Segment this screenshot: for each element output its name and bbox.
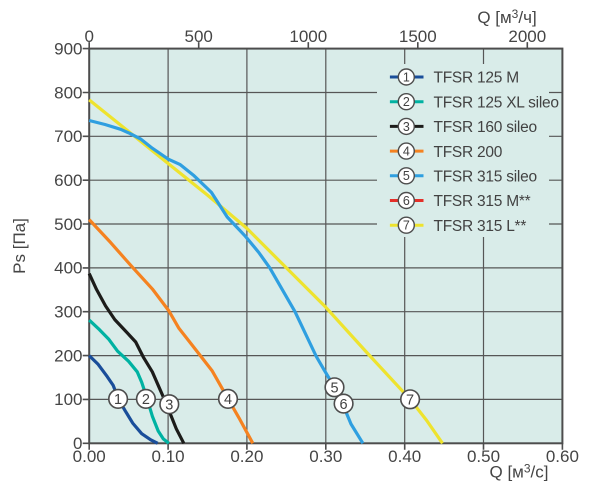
svg-text:5: 5 xyxy=(330,381,338,397)
svg-text:Q [м3/ч]: Q [м3/ч] xyxy=(477,7,536,27)
svg-text:TFSR 315 M**: TFSR 315 M** xyxy=(434,193,531,210)
svg-text:800: 800 xyxy=(54,83,82,102)
svg-text:TFSR 125 M: TFSR 125 M xyxy=(434,70,519,87)
svg-text:5: 5 xyxy=(403,169,410,183)
svg-text:0.00: 0.00 xyxy=(73,447,106,466)
svg-text:1000: 1000 xyxy=(289,27,327,46)
svg-text:3: 3 xyxy=(165,397,173,413)
svg-text:2: 2 xyxy=(142,392,150,408)
svg-text:TFSR 315 L**: TFSR 315 L** xyxy=(434,218,527,235)
svg-text:TFSR 200: TFSR 200 xyxy=(434,144,503,161)
svg-text:400: 400 xyxy=(54,259,82,278)
svg-text:4: 4 xyxy=(224,392,232,408)
svg-text:Ps [Па]: Ps [Па] xyxy=(10,218,29,274)
svg-text:6: 6 xyxy=(340,397,348,413)
svg-text:0.20: 0.20 xyxy=(230,447,263,466)
svg-text:900: 900 xyxy=(54,39,82,58)
svg-text:200: 200 xyxy=(54,346,82,365)
svg-text:2000: 2000 xyxy=(508,27,546,46)
svg-text:0: 0 xyxy=(73,434,82,453)
svg-text:500: 500 xyxy=(54,215,82,234)
svg-text:0.30: 0.30 xyxy=(309,447,342,466)
svg-text:6: 6 xyxy=(403,194,410,208)
svg-text:7: 7 xyxy=(406,393,414,409)
svg-text:600: 600 xyxy=(54,171,82,190)
svg-text:7: 7 xyxy=(403,219,410,233)
svg-text:2: 2 xyxy=(403,95,410,109)
svg-text:3: 3 xyxy=(403,120,410,134)
svg-text:700: 700 xyxy=(54,127,82,146)
svg-text:500: 500 xyxy=(185,27,213,46)
svg-text:0.50: 0.50 xyxy=(467,447,500,466)
svg-text:Q [м3/c]: Q [м3/c] xyxy=(490,462,549,482)
svg-text:0: 0 xyxy=(84,27,93,46)
svg-text:1: 1 xyxy=(403,70,410,84)
svg-text:0.40: 0.40 xyxy=(388,447,421,466)
svg-text:TFSR 125 XL sileo: TFSR 125 XL sileo xyxy=(434,94,559,111)
svg-text:0.60: 0.60 xyxy=(546,447,579,466)
svg-text:300: 300 xyxy=(54,303,82,322)
svg-text:TFSR 160 sileo: TFSR 160 sileo xyxy=(434,119,537,136)
svg-text:TFSR 315 sileo: TFSR 315 sileo xyxy=(434,169,537,186)
svg-text:1: 1 xyxy=(114,392,122,408)
svg-text:1500: 1500 xyxy=(399,27,437,46)
svg-text:0.10: 0.10 xyxy=(152,447,185,466)
svg-text:4: 4 xyxy=(403,145,410,159)
svg-text:100: 100 xyxy=(54,390,82,409)
